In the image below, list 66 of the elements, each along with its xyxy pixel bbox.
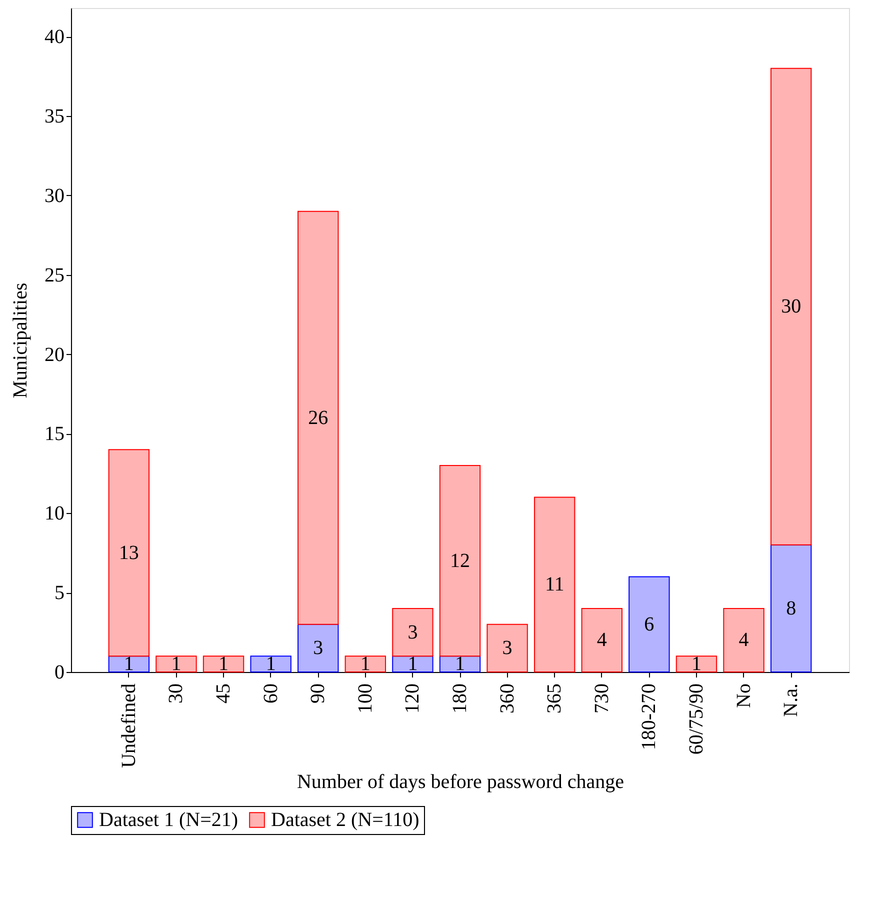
y-tick-label: 20	[44, 344, 64, 366]
legend-label: Dataset 1 (N=21)	[99, 809, 238, 831]
data-label: 1	[218, 653, 229, 676]
data-label: 12	[450, 550, 470, 572]
y-tick-label: 0	[54, 662, 64, 684]
bar	[392, 608, 434, 657]
data-label: 30	[781, 296, 802, 318]
x-tick-label: 90	[307, 684, 330, 704]
data-label: 1	[266, 653, 276, 676]
bar	[250, 656, 292, 672]
data-label: 4	[596, 629, 607, 652]
y-tick-label: 15	[44, 423, 64, 446]
x-tick-label: 120	[402, 684, 424, 714]
x-tick-label: 60/75/90	[685, 684, 708, 755]
y-tick-label: 30	[44, 184, 64, 207]
bar	[486, 624, 528, 672]
x-tick-label: 30	[165, 684, 188, 704]
bar	[108, 449, 150, 657]
x-tick-label: 60	[260, 684, 282, 704]
data-label: 3	[408, 621, 418, 644]
y-tick-label: 10	[44, 502, 64, 525]
data-label: 13	[118, 542, 139, 564]
bar	[298, 624, 339, 672]
x-tick-label: 360	[496, 684, 518, 714]
x-tick-label: 180	[449, 684, 471, 714]
bar	[770, 68, 812, 546]
x-tick-label: 365	[544, 684, 566, 714]
bar	[581, 608, 622, 672]
data-label: 1	[691, 653, 702, 676]
y-tick-label: 25	[44, 264, 64, 286]
data-label: 11	[544, 574, 564, 596]
x-tick-label: No	[732, 684, 755, 708]
data-label: 6	[644, 613, 654, 636]
y-tick-label: 35	[44, 106, 64, 128]
bar	[628, 576, 670, 672]
data-label: 3	[502, 637, 512, 660]
bar	[298, 210, 339, 625]
bar	[770, 544, 812, 672]
data-label: 1	[455, 653, 465, 676]
x-tick-label: 45	[212, 684, 235, 704]
bar	[392, 656, 434, 672]
data-label: 8	[786, 597, 796, 620]
bar	[723, 608, 764, 672]
data-label: 26	[308, 406, 328, 429]
y-axis-title: Municipalities	[10, 282, 32, 398]
data-label: 1	[124, 653, 134, 676]
bar	[202, 656, 244, 672]
y-tick-label: 5	[54, 582, 64, 604]
x-tick-label: 100	[354, 684, 376, 714]
data-label: 3	[313, 637, 324, 660]
bar	[156, 656, 197, 672]
bar	[676, 656, 718, 672]
data-label: 1	[360, 653, 370, 676]
x-axis-title: Number of days before password change	[296, 770, 624, 793]
y-tick-label: 40	[44, 26, 64, 48]
bar	[344, 656, 386, 672]
x-tick-label: 730	[590, 684, 613, 714]
x-tick-label: Undefined	[118, 684, 140, 768]
data-label: 1	[171, 653, 182, 676]
legend-label: Dataset 2 (N=110)	[271, 809, 420, 831]
bar	[439, 464, 481, 657]
x-tick-label: 180-270	[638, 684, 660, 750]
data-label: 4	[738, 629, 749, 652]
bar	[534, 496, 576, 672]
data-label: 1	[408, 653, 418, 676]
x-tick-label: N.a.	[780, 684, 802, 717]
